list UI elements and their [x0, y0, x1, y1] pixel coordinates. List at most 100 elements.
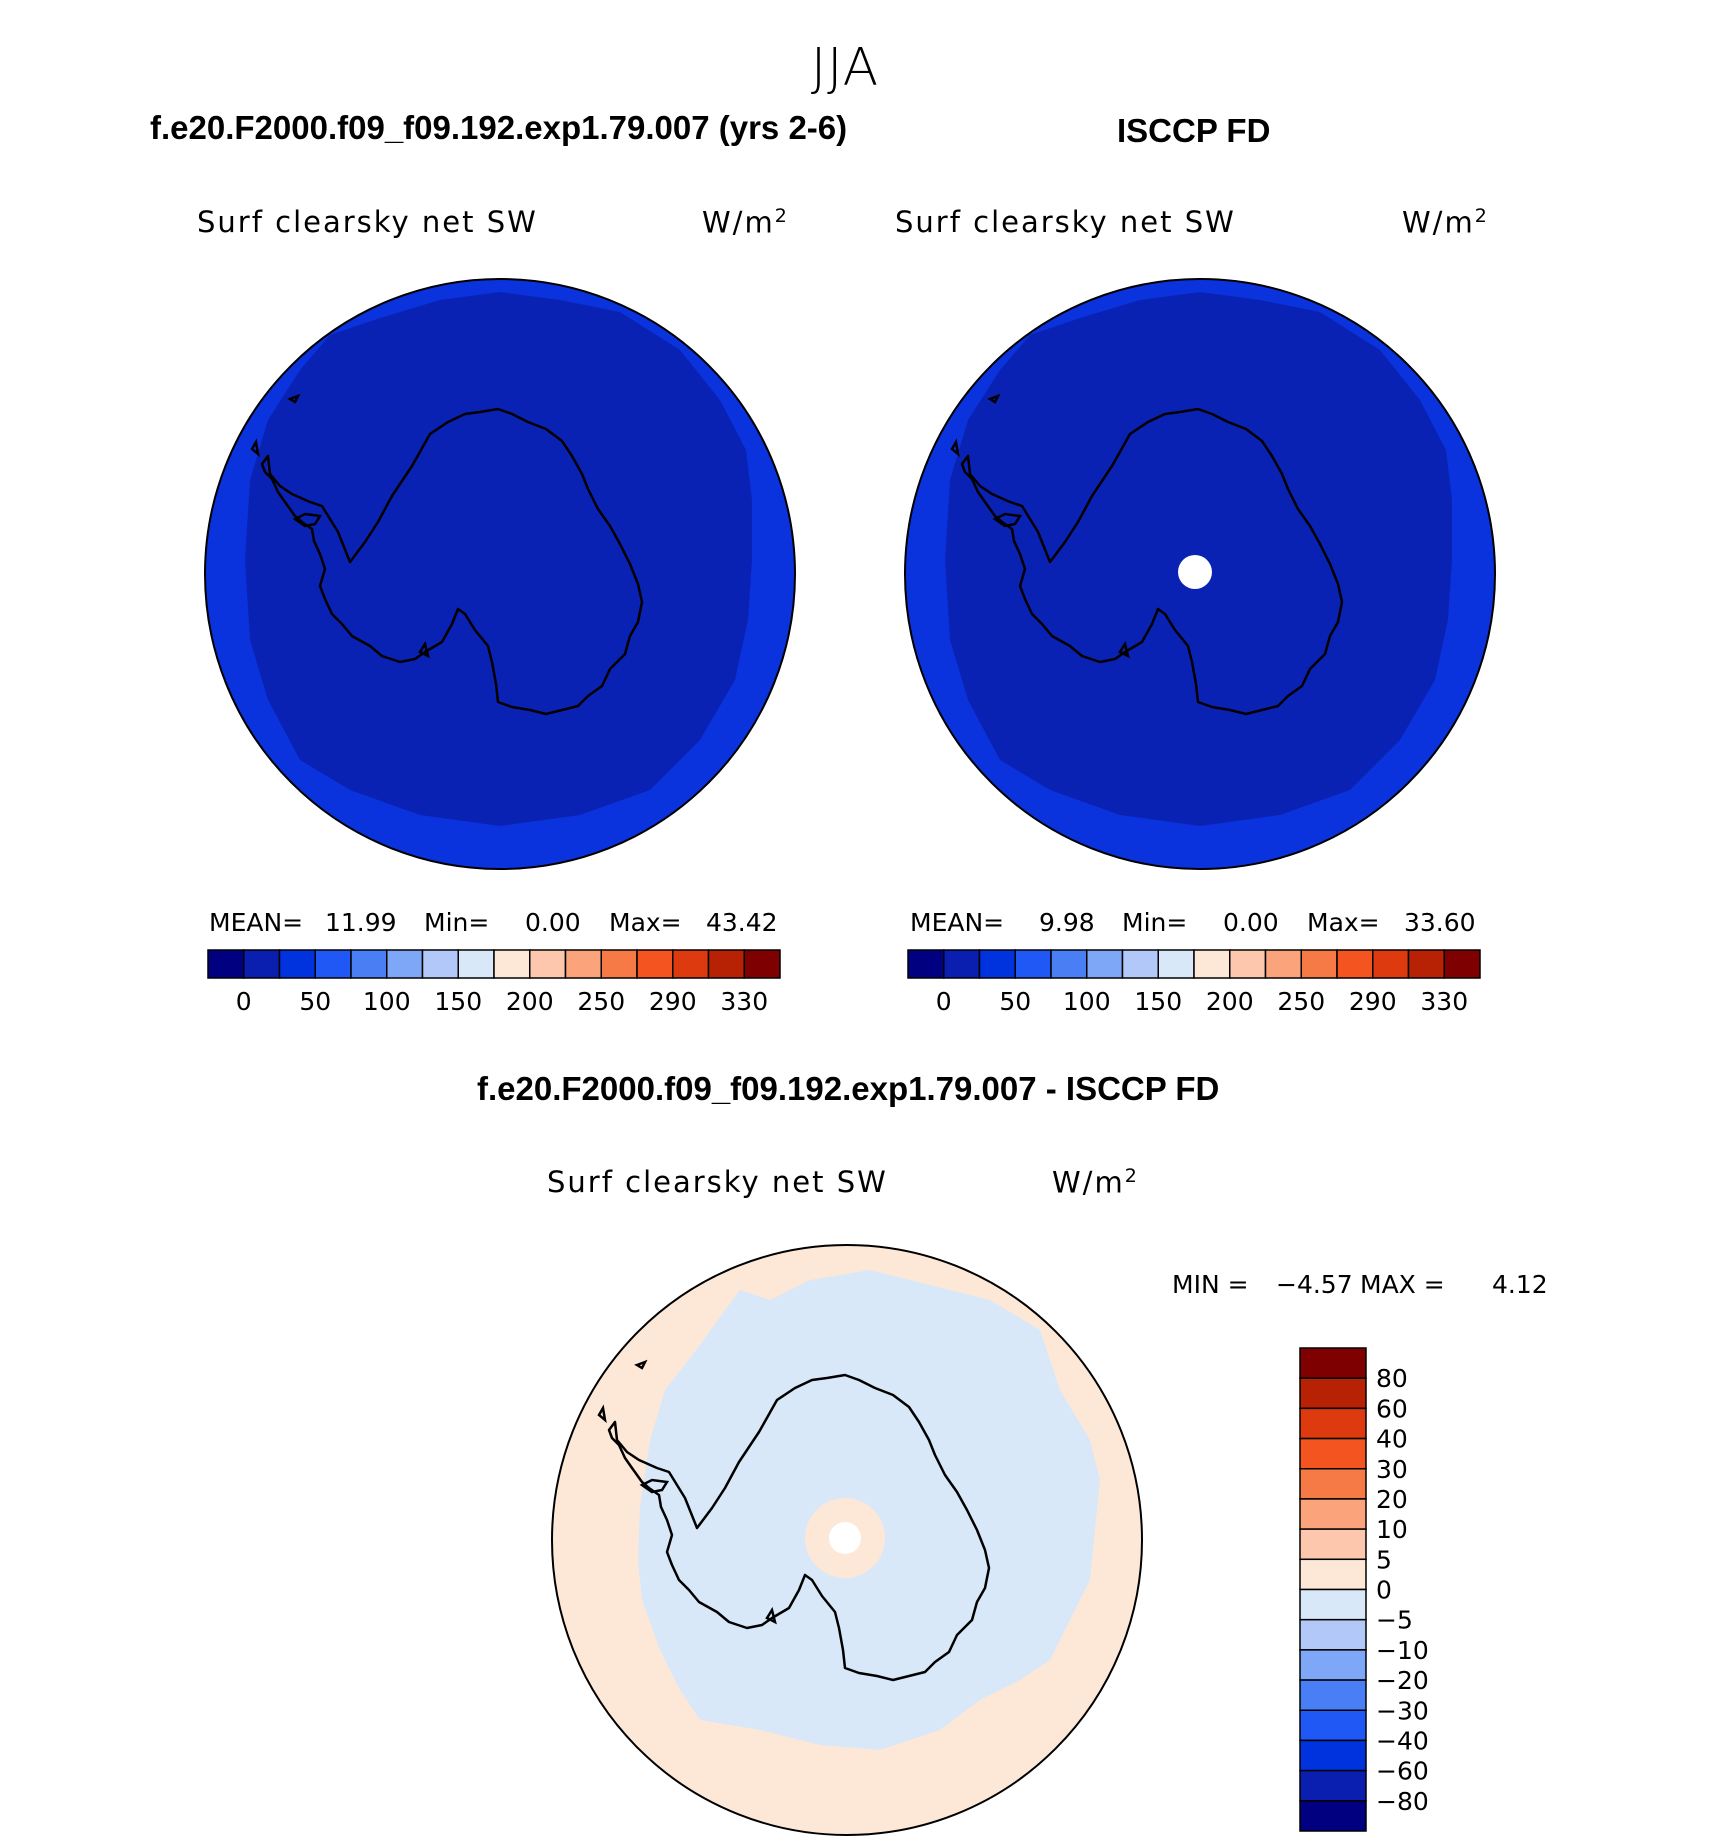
colorbar-swatch [636, 949, 674, 979]
colorbar-swatch [1121, 949, 1159, 979]
colorbar-swatch [707, 949, 745, 979]
colorbar-tick-label: 330 [720, 987, 768, 1016]
colorbar-swatch [386, 949, 424, 979]
colorbar-tick-label: 50 [999, 987, 1031, 1016]
colorbar-tick-label: 290 [649, 987, 697, 1016]
colorbar-swatch [1299, 1709, 1367, 1742]
colorbar-swatch [672, 949, 710, 979]
colorbar-swatch [243, 949, 281, 979]
colorbar-tick-label: 80 [1376, 1364, 1408, 1393]
map-left [204, 278, 796, 870]
colorbar-swatch [1299, 1618, 1367, 1651]
colorbar-swatch [1299, 1800, 1367, 1832]
colorbar-swatch [457, 949, 495, 979]
diff-variable: Surf clearsky net SW [547, 1165, 888, 1199]
colorbar-swatch [1299, 1649, 1367, 1681]
colorbar-tick-label: 100 [363, 987, 411, 1016]
colorbar-tick-label: −80 [1376, 1787, 1429, 1816]
colorbar-swatch [1443, 949, 1481, 979]
units-exponent: 2 [1124, 1165, 1139, 1187]
colorbar-tick-label: 50 [299, 987, 331, 1016]
colorbar-swatch [564, 949, 602, 979]
colorbar-tick-label: 0 [236, 987, 252, 1016]
panel-left-mean-label: MEAN= [209, 908, 304, 937]
panel-left-max-value: 43.42 [706, 908, 778, 937]
colorbar-swatch [1299, 1437, 1367, 1470]
colorbar-swatch [1299, 1347, 1367, 1379]
diff-units: W/m2 [1052, 1165, 1139, 1200]
map-left-inner-region [245, 292, 752, 826]
colorbar-tick-label: 40 [1376, 1425, 1408, 1454]
colorbar-swatch [1299, 1528, 1367, 1561]
map-left-border [204, 278, 796, 870]
colorbar-swatch [1299, 1468, 1367, 1500]
colorbar-tick-label: 100 [1063, 987, 1111, 1016]
colorbar-swatch [1407, 949, 1445, 979]
colorbar-swatch [1299, 1558, 1367, 1591]
map-right-border [904, 278, 1496, 870]
colorbar-swatch [421, 949, 459, 979]
figure-title: JJA [810, 38, 880, 98]
colorbar-swatch [600, 949, 638, 979]
units-exponent: 2 [774, 205, 789, 227]
map-diff [551, 1244, 1143, 1836]
colorbar-swatch [1299, 1679, 1367, 1711]
panel-right-max-value: 33.60 [1404, 908, 1476, 937]
colorbar-swatch [1336, 949, 1374, 979]
colorbar-swatch [743, 949, 781, 979]
colorbar-swatch [1299, 1407, 1367, 1440]
map-right-missing-data [1178, 555, 1212, 589]
units-exponent: 2 [1474, 205, 1489, 227]
units-base: W/m [1052, 1165, 1125, 1200]
colorbar-tick-label: 200 [506, 987, 554, 1016]
panel-right-title: ISCCP FD [1117, 112, 1271, 149]
colorbar-tick-label: 0 [936, 987, 952, 1016]
colorbar-tick-label: 290 [1349, 987, 1397, 1016]
colorbar-tick-label: 250 [577, 987, 625, 1016]
colorbar-left: 0 50 100 150 200 250 290 330 [207, 949, 781, 1016]
colorbar-tick-label: 10 [1376, 1515, 1408, 1544]
diff-min-value: −4.57 [1276, 1270, 1353, 1299]
colorbar-swatch [1050, 949, 1088, 979]
colorbar-swatch [1157, 949, 1195, 979]
panel-right-variable: Surf clearsky net SW [895, 205, 1236, 239]
panel-left-max-label: Max= [609, 908, 682, 937]
colorbar-swatch [1193, 949, 1231, 979]
colorbar-swatch [978, 949, 1016, 979]
colorbar-swatch [314, 949, 352, 979]
colorbar-tick-label: 60 [1376, 1394, 1408, 1423]
map-right [904, 278, 1496, 870]
colorbar-swatch [350, 949, 388, 979]
panel-right-units: W/m2 [1402, 205, 1489, 240]
colorbar-swatch [1299, 1377, 1367, 1410]
map-diff-missing-data [829, 1522, 861, 1554]
colorbar-tick-label: −10 [1376, 1636, 1429, 1665]
colorbar-swatch [278, 949, 316, 979]
colorbar-tick-label: 200 [1206, 987, 1254, 1016]
panel-left-title: f.e20.F2000.f09_f09.192.exp1.79.007 (yrs… [150, 109, 848, 146]
colorbar-tick-label: −30 [1376, 1696, 1429, 1725]
panel-left-min-value: 0.00 [525, 908, 581, 937]
panel-right-min-label: Min= [1122, 908, 1188, 937]
colorbar-swatch [1299, 1498, 1367, 1530]
colorbar-swatch [907, 949, 945, 979]
panel-right-max-label: Max= [1307, 908, 1380, 937]
panel-right-mean-label: MEAN= [910, 908, 1005, 937]
diff-max-value: 4.12 [1492, 1270, 1548, 1299]
diff-min-label: MIN = [1172, 1270, 1249, 1299]
colorbar-tick-label: 5 [1376, 1545, 1392, 1574]
colorbar-tick-label: 330 [1420, 987, 1468, 1016]
colorbar-tick-label: 150 [1134, 987, 1182, 1016]
colorbar-swatch [1264, 949, 1302, 979]
panel-left-variable: Surf clearsky net SW [197, 205, 538, 239]
colorbar-tick-label: −20 [1376, 1666, 1429, 1695]
colorbar-tick-label: −60 [1376, 1757, 1429, 1786]
colorbar-tick-label: −40 [1376, 1726, 1429, 1755]
colorbar-swatch [207, 949, 245, 979]
panel-left-min-label: Min= [424, 908, 490, 937]
colorbar-tick-label: 0 [1376, 1576, 1392, 1605]
diff-max-label: MAX = [1360, 1270, 1445, 1299]
colorbar-swatch [1299, 1739, 1367, 1772]
colorbar-tick-label: −5 [1376, 1606, 1413, 1635]
